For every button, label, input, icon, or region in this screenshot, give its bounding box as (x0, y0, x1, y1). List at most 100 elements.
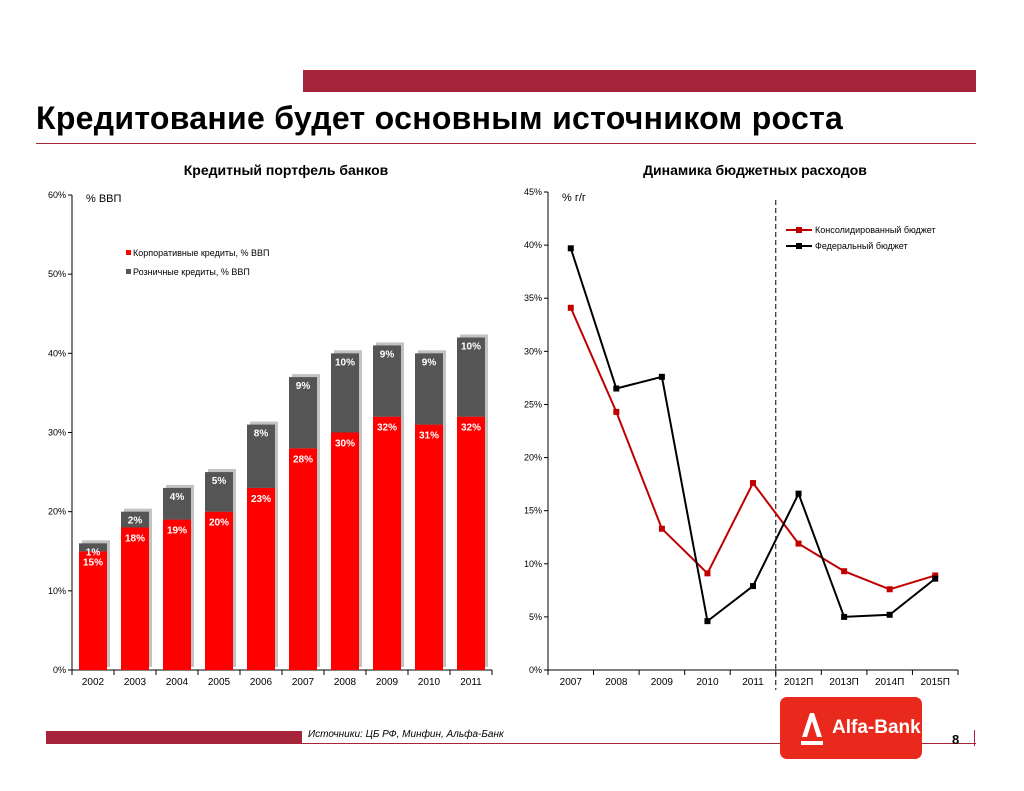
x-tick-label: 2010 (696, 677, 719, 688)
alfa-bank-logo: Alfa-Bank (780, 697, 922, 759)
y-tick-label: 20% (524, 453, 542, 463)
page-number: 8 (952, 732, 960, 747)
y-tick-label: 0% (53, 665, 66, 675)
legend-swatch-retail (126, 269, 131, 274)
point-consolidated (658, 525, 665, 532)
unit-label: % ВВП (86, 193, 122, 205)
y-tick-label: 50% (48, 269, 66, 279)
data-label-retail: 1% (86, 547, 101, 558)
data-label-corporate: 30% (335, 439, 355, 450)
bar-corporate (373, 416, 401, 670)
y-tick-label: 20% (48, 507, 66, 517)
bar-retail (289, 377, 317, 449)
point-federal (613, 385, 620, 392)
data-label-corporate: 15% (83, 557, 103, 568)
bar-retail (373, 345, 401, 417)
legend-marker-consolidated (796, 227, 802, 233)
data-label-retail: 2% (128, 516, 143, 527)
y-tick-label: 35% (524, 293, 542, 303)
footer-accent-bar (46, 731, 302, 744)
x-tick-label: 2008 (334, 677, 357, 688)
bar-retail (163, 487, 191, 520)
point-consolidated (704, 570, 711, 577)
legend-swatch-corporate (126, 250, 131, 255)
x-tick-label: 2012П (784, 677, 813, 688)
bar-corporate (457, 416, 485, 670)
data-label-corporate: 32% (377, 423, 397, 434)
bar-corporate (289, 448, 317, 670)
y-tick-label: 5% (529, 612, 542, 622)
logo-text: Alfa-Bank (832, 717, 921, 738)
data-label-corporate: 32% (461, 423, 481, 434)
y-tick-label: 60% (48, 190, 66, 200)
point-consolidated (750, 480, 756, 487)
data-label-corporate: 19% (167, 526, 187, 537)
x-tick-label: 2011 (742, 677, 764, 688)
y-tick-label: 40% (524, 240, 542, 250)
footer-rule (302, 743, 976, 744)
data-label-retail: 9% (296, 381, 311, 392)
x-tick-label: 2009 (651, 677, 674, 688)
x-tick-label: 2006 (250, 677, 273, 688)
x-tick-label: 2004 (166, 677, 189, 688)
x-tick-label: 2011 (460, 677, 482, 688)
data-label-corporate: 31% (419, 431, 439, 442)
point-federal (841, 613, 848, 620)
bar-retail (121, 511, 149, 528)
point-federal (932, 575, 939, 582)
legend-label-consolidated: Консолидированный бюджет (815, 225, 936, 235)
point-federal (795, 490, 802, 497)
y-tick-label: 30% (524, 346, 542, 356)
data-label-corporate: 23% (251, 494, 271, 505)
bar-retail (205, 472, 233, 512)
legend-label-retail: Розничные кредиты, % ВВП (133, 267, 250, 277)
header-accent-bar (303, 70, 976, 92)
y-tick-label: 40% (48, 348, 66, 358)
y-tick-label: 25% (524, 399, 542, 409)
line-consolidated (569, 307, 936, 591)
bar-retail (457, 337, 485, 417)
x-tick-label: 2010 (418, 677, 441, 688)
point-consolidated (841, 568, 848, 575)
legend-label-federal: Федеральный бюджет (815, 241, 908, 251)
bar-corporate (331, 432, 359, 670)
bar-corporate (415, 424, 443, 670)
bar-retail (331, 353, 359, 433)
bar-retail (79, 543, 107, 552)
x-tick-label: 2002 (82, 677, 105, 688)
x-tick-label: 2014П (875, 677, 904, 688)
y-tick-label: 0% (529, 665, 542, 675)
point-consolidated (795, 540, 802, 547)
point-federal (704, 618, 711, 625)
unit-label: % г/г (562, 192, 586, 204)
x-tick-label: 2013П (829, 677, 858, 688)
data-label-retail: 9% (422, 357, 437, 368)
point-federal (658, 373, 665, 380)
bar-corporate (205, 511, 233, 670)
page-number-divider (974, 730, 975, 746)
y-tick-label: 10% (524, 559, 542, 569)
title-underline (36, 143, 976, 144)
data-label-corporate: 28% (293, 454, 313, 465)
data-label-retail: 10% (461, 342, 481, 353)
data-label-corporate: 18% (125, 534, 145, 545)
bar-corporate (79, 551, 107, 670)
x-tick-label: 2008 (605, 677, 628, 688)
bar-corporate (247, 487, 275, 670)
x-tick-label: 2007 (560, 677, 583, 688)
data-label-corporate: 20% (209, 518, 229, 529)
data-label-retail: 8% (254, 429, 269, 440)
source-note: Источники: ЦБ РФ, Минфин, Альфа-Банк (308, 729, 504, 740)
point-federal (567, 245, 574, 252)
point-consolidated (886, 586, 893, 593)
x-tick-label: 2009 (376, 677, 399, 688)
point-consolidated (932, 572, 939, 579)
x-tick-label: 2015П (921, 677, 950, 688)
page-title: Кредитование будет основным источником р… (36, 100, 844, 136)
x-tick-label: 2007 (292, 677, 315, 688)
budget-spending-chart-title: Динамика бюджетных расходов (643, 162, 867, 178)
bar-corporate (121, 527, 149, 670)
legend-marker-federal (796, 243, 802, 249)
